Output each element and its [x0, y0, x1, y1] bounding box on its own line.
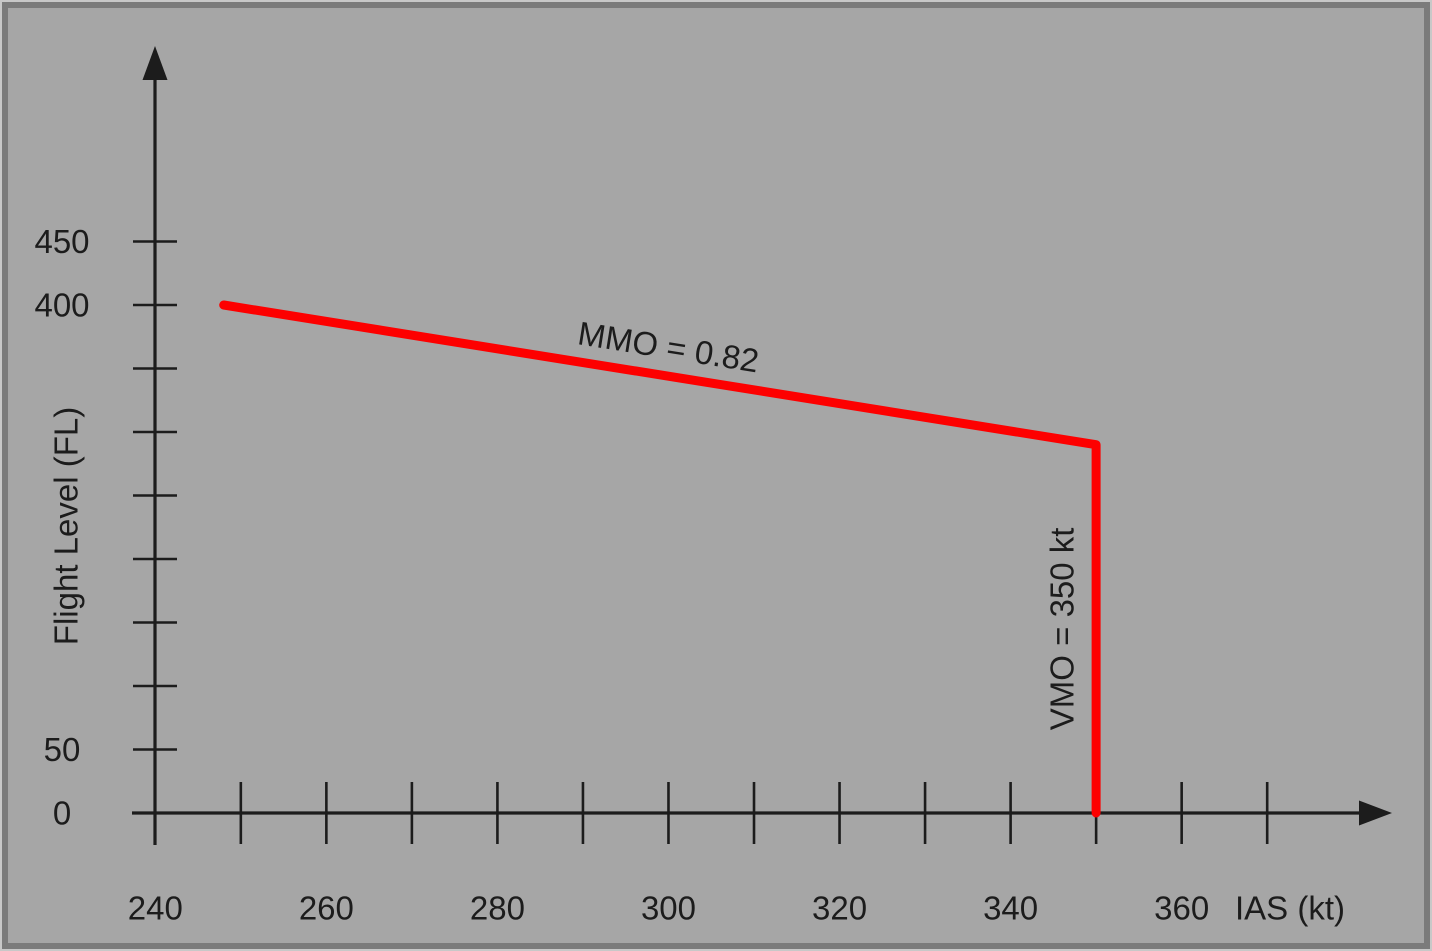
y-tick-label-450: 450: [34, 223, 89, 260]
y-axis-title: Flight Level (FL): [48, 407, 85, 645]
x-tick-label-280: 280: [470, 890, 525, 927]
x-tick-label-300: 300: [641, 890, 696, 927]
x-tick-label-240: 240: [128, 890, 183, 927]
x-axis-arrowhead-icon: [1359, 800, 1392, 826]
speed-envelope-line: [219, 300, 1101, 818]
y-tick-label-400: 400: [34, 287, 89, 324]
x-axis-title: IAS (kt): [1235, 890, 1345, 927]
vmo-annotation: VMO = 350 kt: [1043, 528, 1080, 731]
y-axis-arrowhead-icon: [142, 46, 168, 80]
y-tick-label-50: 50: [44, 731, 81, 768]
x-tick-label-360: 360: [1154, 890, 1209, 927]
y-tick-label-0: 0: [53, 795, 71, 832]
x-tick-label-320: 320: [812, 890, 867, 927]
x-tick-label-260: 260: [299, 890, 354, 927]
x-tick-label-340: 340: [983, 890, 1038, 927]
